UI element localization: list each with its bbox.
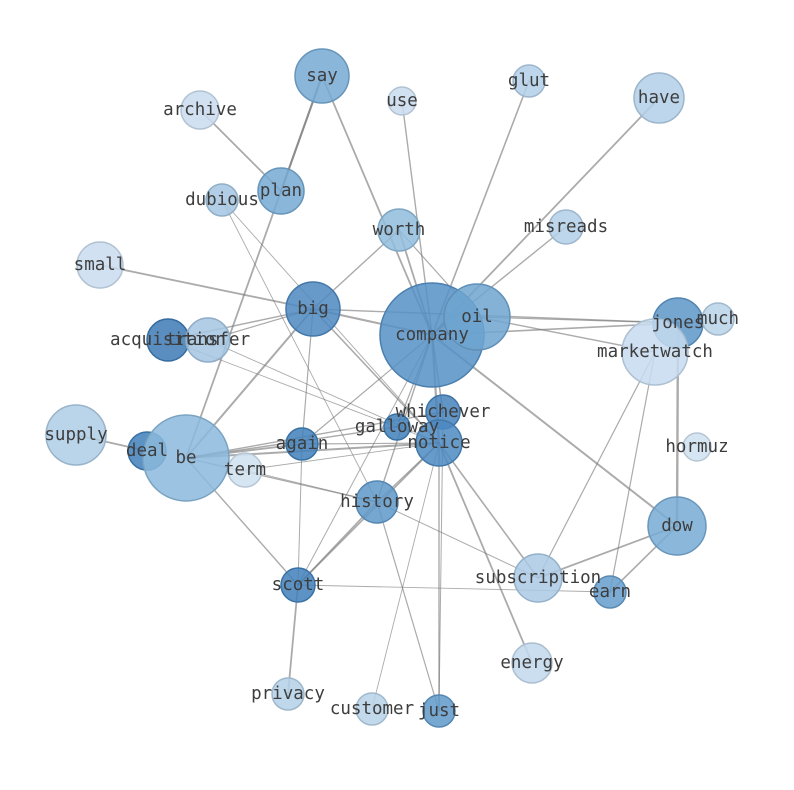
node-worth [377, 208, 421, 252]
node-layer [45, 48, 735, 728]
node-use [387, 86, 417, 116]
node-marketwatch [621, 318, 689, 386]
graph-edge [537, 351, 656, 579]
node-be [142, 414, 230, 502]
node-history [355, 480, 399, 524]
graph-edge [371, 442, 440, 710]
node-hormuz [682, 432, 712, 462]
node-just [422, 694, 456, 728]
node-glut [512, 64, 546, 98]
node-big [285, 281, 341, 337]
node-dow [647, 496, 707, 556]
node-supply [45, 404, 107, 466]
graph-edge [244, 469, 378, 503]
node-transfer [185, 317, 231, 363]
node-plan [257, 167, 305, 215]
graph-edge [376, 501, 440, 712]
node-acquisition [146, 318, 190, 362]
graph-edge [376, 501, 539, 579]
node-galloway [383, 413, 411, 441]
graph-edge [297, 443, 303, 586]
node-misreads [548, 209, 584, 245]
graph-edge [99, 264, 314, 310]
graph-edge [609, 351, 656, 593]
node-notice [415, 419, 463, 467]
node-term [227, 452, 263, 488]
node-subscription [513, 553, 563, 603]
node-have [633, 72, 685, 124]
node-energy [511, 642, 553, 684]
graph-edge [221, 199, 378, 503]
node-customer [355, 692, 389, 726]
node-scott [280, 567, 316, 603]
graph-edge [438, 442, 539, 579]
node-earn [593, 575, 627, 609]
graph-edge [312, 308, 440, 444]
node-oil [443, 283, 511, 351]
node-dubious [205, 183, 239, 217]
graph-edge [244, 442, 440, 471]
graph-edge [185, 75, 323, 459]
node-archive [180, 90, 220, 130]
node-again [285, 427, 319, 461]
node-privacy [271, 677, 305, 711]
graph-edge [287, 584, 299, 695]
graph-edge [297, 584, 611, 593]
node-small [76, 241, 124, 289]
node-say [294, 48, 350, 104]
node-much [701, 302, 735, 336]
edge-layer [75, 74, 680, 712]
